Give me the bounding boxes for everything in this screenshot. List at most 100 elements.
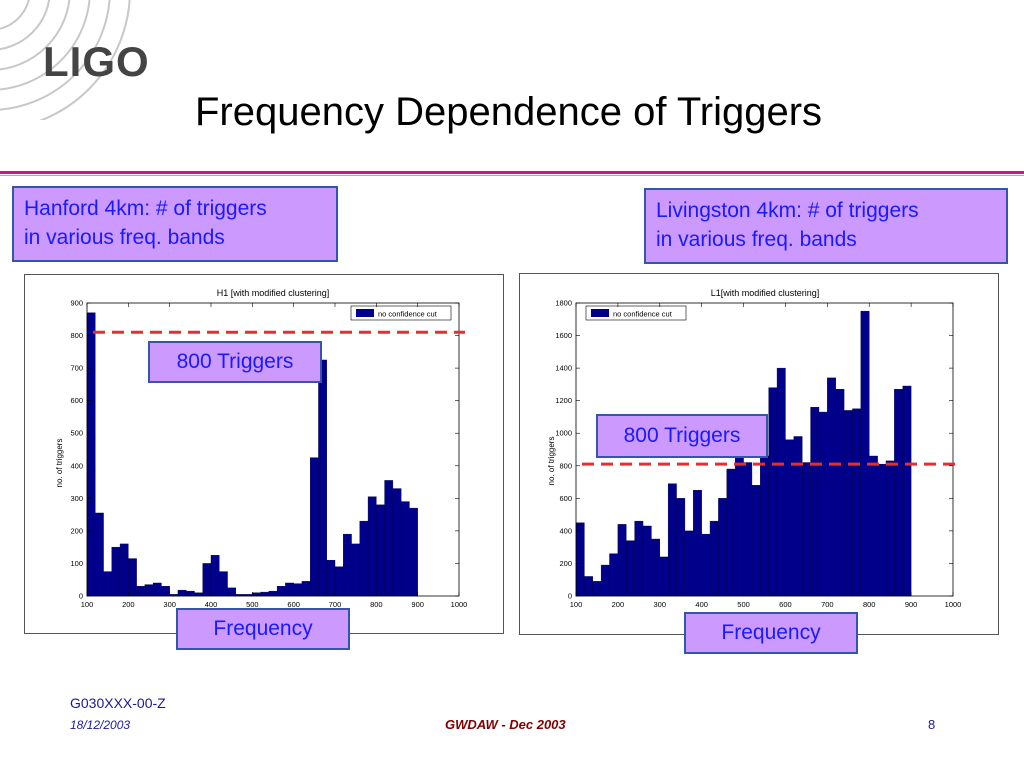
histogram-bar [384, 480, 394, 597]
x-tick-label: 600 [287, 600, 300, 609]
x-tick-label: 500 [246, 600, 259, 609]
histogram-bar [392, 488, 402, 597]
histogram-bar [111, 546, 121, 597]
histogram-bar [293, 583, 303, 597]
plot-area-border [86, 302, 460, 597]
histogram-bar [902, 385, 912, 597]
histogram-bar [600, 564, 610, 597]
y-tick-label: 500 [70, 429, 83, 438]
title-divider-shadow [0, 175, 1024, 176]
histogram-bar [810, 406, 820, 597]
hanford-callout: Hanford 4km: # of triggers in various fr… [12, 186, 338, 262]
histogram-bar [693, 489, 702, 597]
histogram-bar [367, 496, 377, 597]
histogram-bar [676, 498, 686, 597]
x-tick-label: 800 [863, 600, 876, 609]
y-tick-label: 600 [70, 396, 83, 405]
histogram-bar [827, 377, 836, 597]
legend-swatch [356, 309, 374, 317]
histogram-bar [894, 389, 903, 597]
x-tick-label: 600 [779, 600, 792, 609]
y-tick-label: 600 [559, 494, 572, 503]
histogram-bar [318, 359, 327, 597]
y-tick-label: 200 [70, 526, 83, 535]
histogram-bar [252, 592, 261, 597]
histogram-bar [276, 586, 286, 597]
livingston-callout: Livingston 4km: # of triggers in various… [644, 188, 1008, 264]
y-axis-label: no. of triggers [55, 439, 64, 488]
x-tick-label: 300 [654, 600, 667, 609]
histogram-bar [128, 558, 137, 597]
histogram-bar [885, 460, 895, 597]
y-tick-label: 1000 [555, 429, 572, 438]
histogram-bar [219, 571, 228, 597]
histogram-bar [177, 589, 187, 597]
hanford-callout-line2: in various freq. bands [24, 226, 225, 249]
histogram-bar [877, 463, 887, 597]
histogram-bar [260, 591, 270, 597]
histogram-bar [869, 455, 878, 597]
histogram-bar [793, 436, 803, 597]
legend-box [350, 305, 452, 321]
x-tick-label: 900 [411, 600, 424, 609]
y-tick-label: 400 [70, 461, 83, 470]
chart-title: L1[with modified clustering] [711, 288, 820, 298]
histogram-bar [860, 310, 870, 597]
y-tick-label: 800 [70, 331, 83, 340]
histogram-bar [144, 584, 154, 597]
histogram-bar [161, 586, 170, 597]
y-tick-label: 100 [70, 559, 83, 568]
ligo-logo: LIGO [43, 38, 150, 85]
hanford-callout-line1: Hanford 4km: # of triggers [24, 197, 267, 220]
histogram-bar [185, 590, 195, 597]
chart-title: H1 [with modified clustering] [217, 288, 330, 298]
x-tick-label: 1000 [451, 600, 468, 609]
plot-area-border [575, 302, 954, 597]
histogram-bar [609, 553, 619, 597]
x-tick-label: 400 [205, 600, 218, 609]
histogram-bar [667, 483, 677, 597]
livingston-800-triggers-label: 800 Triggers [596, 414, 768, 458]
y-tick-label: 0 [568, 592, 572, 601]
legend-label: no confidence cut [378, 310, 438, 319]
y-tick-label: 700 [70, 364, 83, 373]
histogram-bar [210, 555, 220, 597]
histogram-bar [334, 566, 344, 597]
legend-box [585, 305, 687, 321]
y-tick-label: 1400 [555, 364, 572, 373]
livingston-callout-line2: in various freq. bands [656, 228, 857, 251]
histogram-bar [86, 312, 96, 597]
histogram-bar [768, 387, 778, 597]
document-code: G030XXX-00-Z [70, 695, 166, 711]
histogram-bar [718, 498, 728, 597]
histogram-bar [202, 563, 212, 597]
x-tick-label: 500 [737, 600, 750, 609]
y-tick-label: 1800 [555, 299, 572, 308]
y-axis-label: no. of triggers [547, 437, 556, 486]
livingston-histogram: L1[with modified clustering] no. of trig… [547, 288, 961, 609]
x-tick-label: 800 [370, 600, 383, 609]
x-tick-label: 300 [163, 600, 176, 609]
histogram-bar [136, 586, 146, 597]
histogram-bar [651, 538, 660, 597]
histogram-bar [751, 485, 761, 597]
histogram-bar [843, 410, 853, 597]
y-tick-label: 300 [70, 494, 83, 503]
histogram-bar [701, 533, 711, 597]
histogram-bar [343, 533, 352, 597]
livingston-callout-line1: Livingston 4km: # of triggers [656, 199, 919, 222]
footer-date: 18/12/2003 [70, 718, 131, 732]
histogram-bar [684, 530, 694, 597]
legend-label: no confidence cut [613, 310, 673, 319]
histogram-bar [359, 520, 369, 597]
histogram-bar [659, 556, 669, 597]
y-tick-label: 400 [559, 526, 572, 535]
x-tick-label: 200 [122, 600, 135, 609]
histogram-bar [802, 462, 811, 597]
page-number: 8 [928, 717, 936, 732]
histogram-bar [152, 582, 162, 597]
histogram-bar [726, 468, 736, 597]
histogram-bar [776, 367, 786, 597]
histogram-bar [119, 543, 129, 597]
histogram-bar [592, 581, 602, 597]
